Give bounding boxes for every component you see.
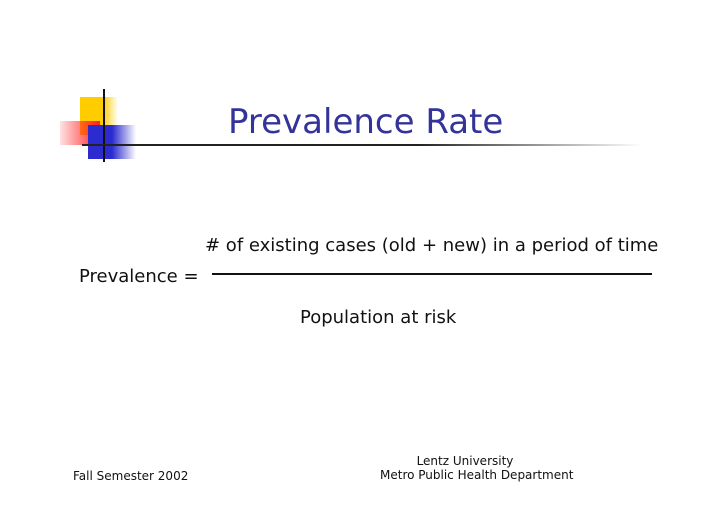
footer-center: Lentz University Metro Public Health Dep… (380, 454, 574, 482)
title-underline (82, 144, 642, 146)
formula-lhs: Prevalence = (79, 266, 199, 287)
fraction-bar (212, 273, 652, 275)
slide-title: Prevalence Rate (228, 102, 504, 142)
denominator: Population at risk (300, 307, 457, 328)
footer-department: Metro Public Health Department (380, 468, 574, 482)
footer-left: Fall Semester 2002 (73, 469, 189, 483)
logo-vertical-line (103, 89, 105, 162)
footer-university: Lentz University (416, 454, 514, 468)
logo-blue-square (88, 125, 136, 159)
numerator: # of existing cases (old + new) in a per… (205, 235, 659, 256)
